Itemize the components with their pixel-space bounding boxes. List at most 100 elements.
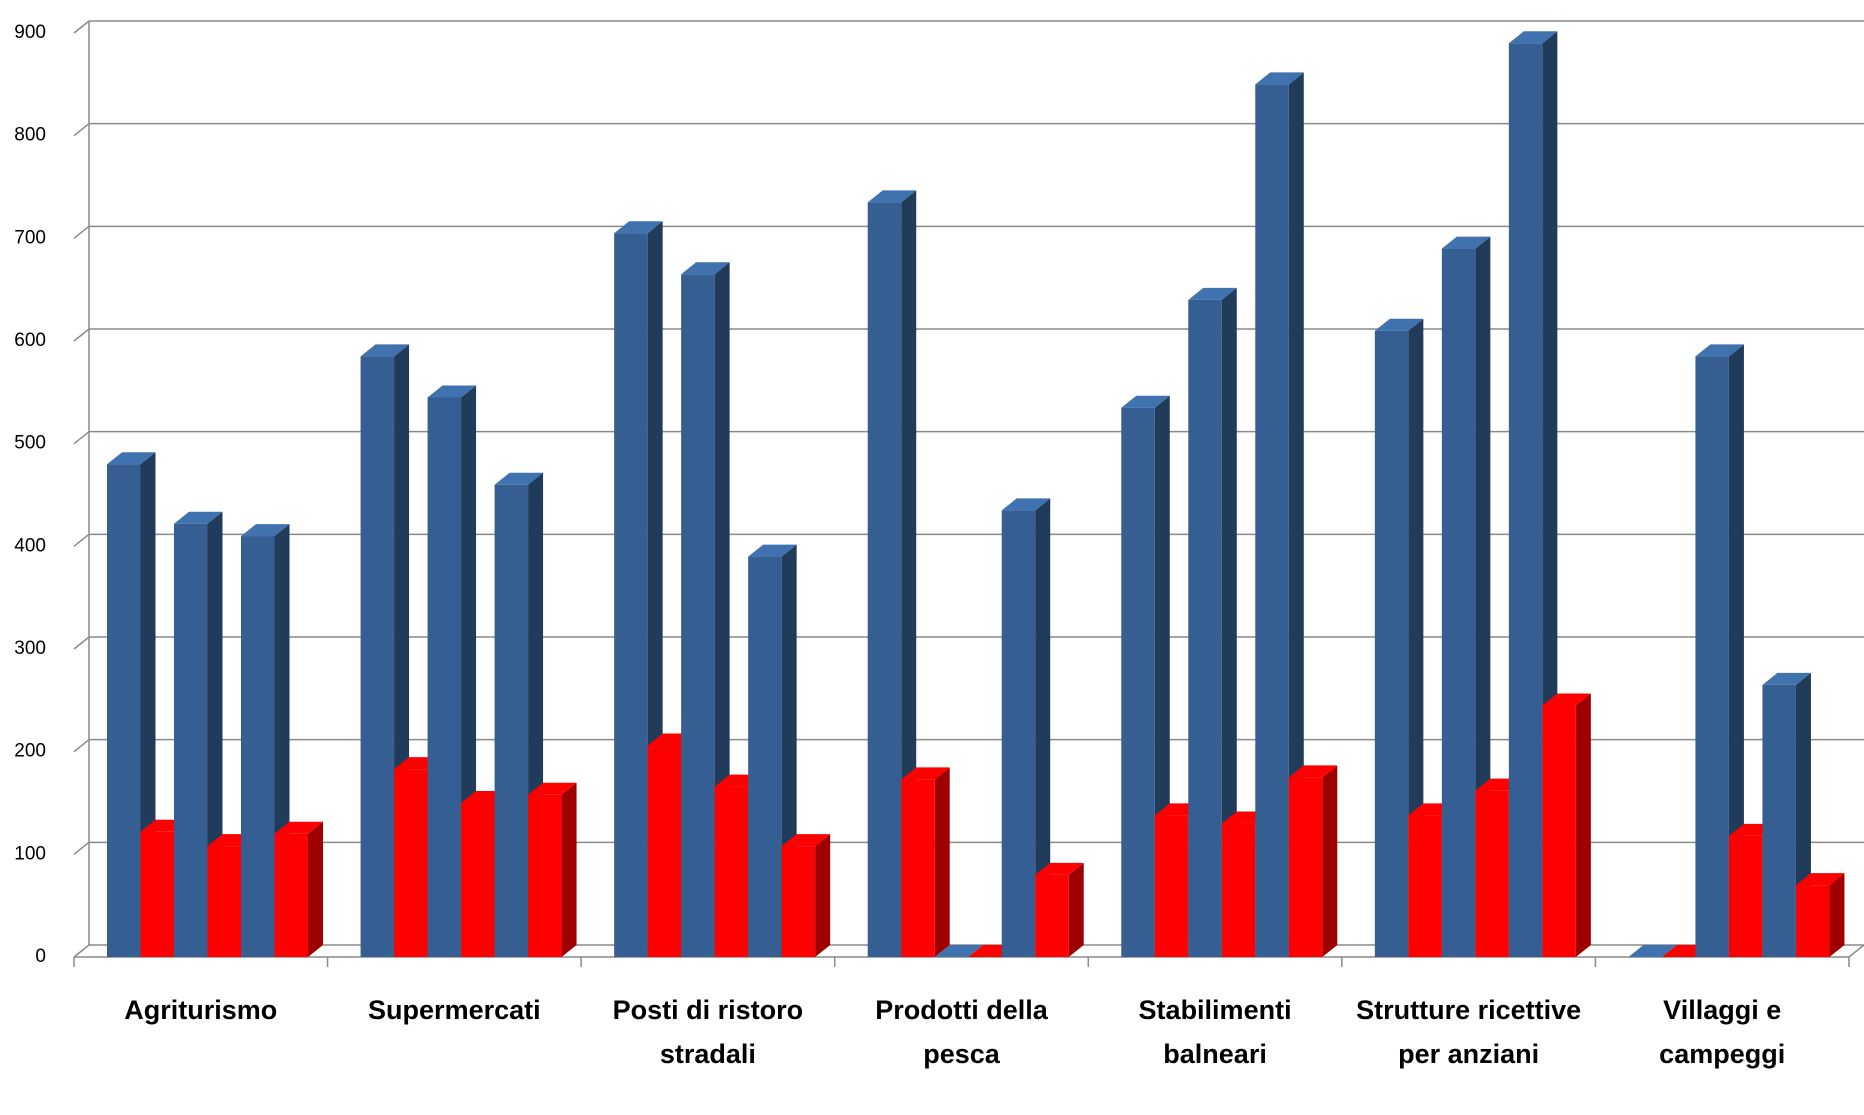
x-tick-label: Stabilimenti balneari	[1138, 995, 1292, 1069]
bar-top	[934, 945, 984, 957]
y-tick-label: 200	[14, 741, 46, 762]
bar-side	[1829, 873, 1845, 957]
bar	[1154, 815, 1189, 957]
bar-top	[1542, 693, 1591, 706]
grid-line-side	[73, 739, 90, 753]
bar-top	[1188, 287, 1237, 300]
bar-side	[901, 190, 917, 957]
y-tick-label: 300	[14, 638, 46, 659]
grid-line-side	[73, 328, 90, 342]
bar	[494, 484, 529, 957]
bar-top	[1288, 765, 1338, 778]
bar	[867, 202, 902, 957]
bar	[360, 356, 395, 957]
bar	[681, 274, 715, 957]
bar-top	[528, 782, 577, 795]
bar-top	[427, 385, 477, 398]
bar	[647, 745, 682, 957]
bar-side	[308, 821, 323, 957]
bar-top	[1508, 31, 1558, 44]
bar	[1288, 777, 1323, 957]
bar	[1695, 356, 1729, 957]
grid-line-side	[73, 20, 90, 34]
bar-top	[681, 262, 730, 275]
bar-side	[1322, 765, 1338, 957]
bar-top	[1121, 395, 1170, 408]
bar	[274, 833, 308, 957]
bar	[1542, 705, 1576, 957]
bar-side	[1221, 287, 1237, 957]
bar-top	[241, 524, 290, 537]
bar-side	[1475, 236, 1491, 958]
x-tick-label: Supermercati	[368, 995, 541, 1025]
bar-side	[1575, 693, 1591, 957]
bar-side	[1068, 862, 1084, 957]
bar-top	[174, 511, 223, 524]
bar-side	[1408, 318, 1424, 957]
bar	[1221, 823, 1256, 957]
bar-top	[867, 190, 917, 203]
bar	[1475, 790, 1509, 957]
bar-top	[748, 544, 797, 557]
bar-top	[901, 767, 950, 780]
y-tick-label: 700	[14, 227, 46, 248]
grid-line-side	[73, 944, 90, 958]
bar	[781, 846, 816, 957]
bar	[1188, 299, 1222, 957]
grid-line-side	[73, 533, 90, 547]
y-tick-label: 600	[14, 330, 46, 351]
bar-top	[274, 821, 323, 834]
bar-top	[1695, 344, 1744, 357]
bar	[901, 779, 935, 957]
bar-top	[1035, 862, 1084, 875]
bar-side	[561, 782, 577, 957]
bar-side	[1035, 498, 1051, 957]
y-tick-label: 500	[14, 433, 46, 454]
bar	[107, 464, 141, 957]
bar	[1121, 407, 1155, 957]
bar	[1795, 885, 1830, 957]
x-tick-label: Prodotti della pesca	[875, 995, 1048, 1069]
bar	[1508, 43, 1543, 958]
bar-side	[815, 834, 831, 957]
grid-line-side	[73, 431, 90, 445]
bar	[1728, 835, 1763, 957]
grid-line-side	[73, 225, 90, 239]
bar	[241, 536, 275, 957]
y-tick-label: 800	[14, 125, 46, 146]
bar	[1001, 510, 1036, 957]
y-tick-label: 900	[14, 22, 46, 43]
y-tick-label: 0	[35, 946, 46, 967]
grid-line-side	[73, 636, 90, 650]
x-tick-label: Agriturismo	[124, 995, 278, 1025]
bar	[1374, 330, 1409, 957]
grid-line-side	[73, 841, 90, 855]
bar	[528, 794, 562, 957]
floor-right	[1848, 944, 1864, 958]
bar-top	[1374, 318, 1424, 331]
x-tick-label: Strutture ricettive per anziani	[1356, 995, 1582, 1069]
bar-top	[494, 472, 544, 485]
x-tick-label: Villaggi e campeggi	[1659, 995, 1786, 1069]
bar-top	[107, 452, 156, 465]
bar	[461, 803, 495, 957]
bar	[394, 769, 428, 957]
bar-top	[781, 834, 831, 847]
bar	[1441, 248, 1476, 958]
bar	[614, 233, 648, 957]
bar	[1408, 815, 1442, 957]
y-tick-label: 100	[14, 843, 46, 864]
bar-side	[934, 767, 950, 957]
bar-top	[1628, 945, 1677, 957]
bar	[748, 556, 782, 957]
bar	[140, 831, 174, 957]
bar	[1255, 84, 1289, 958]
bar-top	[1762, 672, 1811, 685]
grid-line-side	[73, 123, 90, 137]
bar-top	[1255, 72, 1304, 85]
bar	[714, 786, 749, 957]
bar	[1035, 874, 1069, 957]
bar-top	[360, 344, 410, 357]
